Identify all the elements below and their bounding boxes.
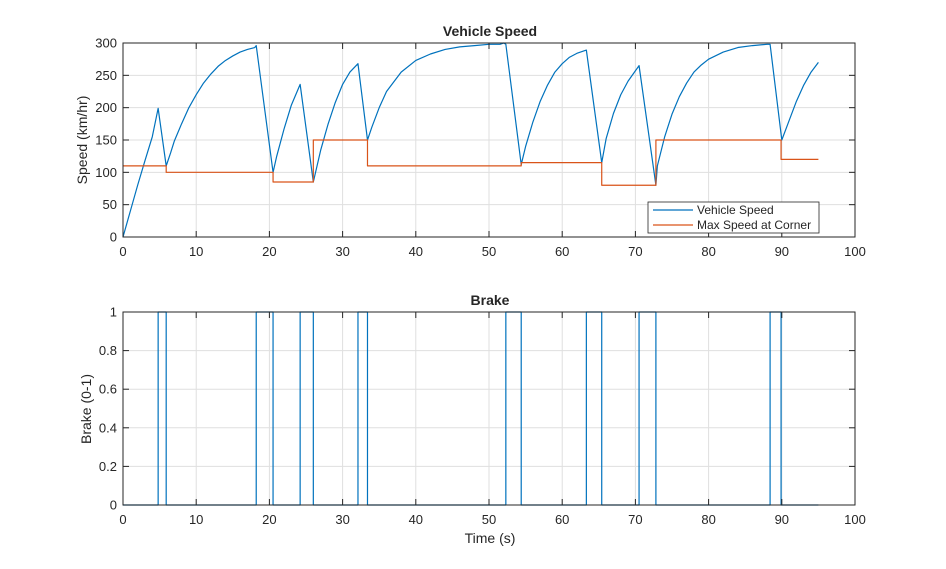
legend-box (647, 201, 820, 234)
x-tick-label: 10 (189, 244, 203, 259)
y-tick-label: 0.8 (99, 343, 117, 358)
x-tick-label: 90 (775, 512, 789, 527)
speed-series (122, 42, 819, 238)
x-tick-label: 0 (119, 244, 126, 259)
x-tick-label: 30 (335, 512, 349, 527)
brake-plot: Brake 0 10 20 30 40 50 60 70 80 90 100 0 0.2 0.4 0.6 0.… (78, 292, 866, 546)
y-tick-label: 100 (95, 165, 117, 180)
x-tick-label: 70 (628, 512, 642, 527)
y-tick-label: 0.6 (99, 382, 117, 397)
max-speed-at-corner-line (123, 139, 819, 186)
x-tick-label: 40 (409, 244, 423, 259)
y-tick-label: 200 (95, 100, 117, 115)
legend-label-max-speed: Max Speed at Corner (697, 218, 811, 232)
x-tick-label: 70 (628, 244, 642, 259)
x-tick-label: 90 (775, 244, 789, 259)
x-tick-label: 10 (189, 512, 203, 527)
x-tick-label: 0 (119, 512, 126, 527)
y-tick-label: 0 (110, 498, 117, 513)
x-tick-label: 20 (262, 512, 276, 527)
speed-plot-title: Vehicle Speed (443, 23, 537, 39)
x-tick-label: 50 (482, 244, 496, 259)
x-tick-label: 30 (335, 244, 349, 259)
x-tick-label: 40 (409, 512, 423, 527)
speed-y-axis-label: Speed (km/hr) (74, 96, 90, 185)
y-tick-label: 1 (110, 305, 117, 320)
legend-label-vehicle-speed: Vehicle Speed (697, 203, 774, 217)
y-tick-label: 0.4 (99, 420, 117, 435)
x-tick-label: 80 (701, 512, 715, 527)
x-tick-label: 50 (482, 512, 496, 527)
x-tick-label: 100 (844, 512, 866, 527)
x-tick-label: 60 (555, 244, 569, 259)
y-tick-label: 250 (95, 68, 117, 83)
brake-plot-title: Brake (471, 292, 510, 308)
x-tick-label: 20 (262, 244, 276, 259)
y-tick-label: 50 (103, 197, 117, 212)
y-tick-label: 0 (110, 230, 117, 245)
x-tick-label: 100 (844, 244, 866, 259)
y-tick-label: 300 (95, 36, 117, 51)
brake-x-axis-label: Time (s) (465, 530, 516, 546)
legend: Vehicle Speed Max Speed at Corner (647, 201, 820, 234)
speed-ticks: 0 10 20 30 40 50 60 70 80 90 100 0 50 100 150 200 250 300 (95, 36, 866, 260)
vehicle-speed-line (122, 42, 819, 238)
speed-plot: Vehicle Speed 0 10 20 30 40 50 60 70 80 90 100 0 50 1… (74, 23, 866, 259)
y-tick-label: 150 (95, 133, 117, 148)
brake-ticks: 0 10 20 30 40 50 60 70 80 90 100 0 0.2 0.4 0.6 0.8 1 (99, 305, 866, 528)
x-tick-label: 60 (555, 512, 569, 527)
y-tick-label: 0.2 (99, 459, 117, 474)
brake-y-axis-label: Brake (0-1) (78, 374, 94, 444)
x-tick-label: 80 (701, 244, 715, 259)
